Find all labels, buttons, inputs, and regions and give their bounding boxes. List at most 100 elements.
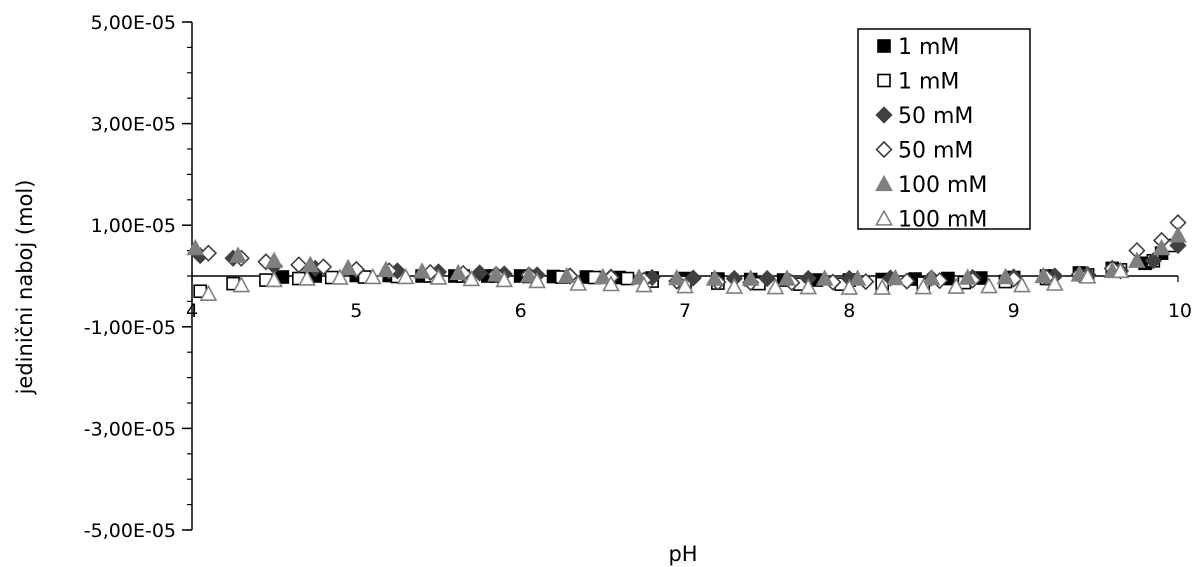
x-tick-label: 6	[515, 300, 527, 322]
data-point	[495, 270, 514, 288]
data-point	[815, 269, 834, 286]
data-point	[914, 277, 933, 295]
data-point	[684, 269, 702, 287]
data-point	[799, 277, 818, 295]
data-point	[778, 269, 796, 286]
data-point	[1045, 274, 1064, 291]
data-point	[1169, 226, 1187, 243]
data-point	[886, 268, 905, 286]
data-point	[290, 256, 308, 274]
data-point	[199, 284, 218, 301]
data-point	[265, 251, 284, 268]
data-point	[265, 270, 284, 288]
data-point	[396, 267, 415, 285]
x-tick-label: 5	[350, 300, 362, 322]
data-point	[725, 277, 744, 294]
y-tick-label: -3,00E-05	[84, 418, 176, 440]
legend-item: 100 mM	[875, 208, 987, 233]
data-point	[229, 246, 247, 263]
legend-label: 100 mM	[898, 208, 987, 233]
data-point	[947, 277, 965, 294]
x-tick-label: 10	[1168, 300, 1192, 322]
data-point	[199, 244, 218, 262]
data-point	[413, 262, 431, 279]
data-point	[996, 267, 1015, 285]
legend-marker	[875, 174, 893, 192]
legend-marker	[875, 140, 893, 159]
data-point	[848, 269, 867, 286]
data-point	[339, 258, 357, 276]
legend-label: 50 mM	[898, 104, 973, 129]
legend-item: 100 mM	[875, 173, 987, 198]
data-point	[1128, 251, 1146, 268]
data-point	[1144, 252, 1162, 270]
legend: 1 mM 1 mM 50 mM 50 mM 100 mM 100 mM	[857, 28, 1031, 233]
data-point	[470, 264, 489, 282]
y-tick-label: 1,00E-05	[91, 215, 176, 237]
legend-label: 100 mM	[898, 173, 987, 198]
data-point	[705, 269, 724, 286]
data-point	[667, 268, 686, 286]
legend-label: 50 mM	[898, 139, 973, 164]
data-point	[766, 277, 785, 295]
data-point	[1034, 266, 1053, 284]
data-point	[873, 278, 892, 295]
series-5	[186, 226, 1187, 286]
data-point	[186, 238, 205, 256]
y-tick-label: -1,00E-05	[84, 317, 176, 339]
data-point	[301, 255, 320, 272]
data-point	[377, 260, 395, 278]
data-point	[840, 278, 859, 295]
y-axis: 5,00E-05 3,00E-05 1,00E-05 -1,00E-05 -3,00E-…	[84, 12, 193, 542]
data-point	[232, 275, 251, 293]
data-point	[298, 269, 316, 286]
data-point	[520, 266, 538, 283]
x-tick-label: 9	[1008, 300, 1020, 322]
data-point	[314, 258, 333, 276]
data-point	[449, 263, 468, 281]
data-point	[1078, 267, 1097, 284]
data-point	[569, 274, 588, 291]
data-point	[922, 268, 941, 286]
legend-marker	[875, 209, 893, 226]
legend-marker	[877, 73, 891, 88]
x-tick-label: 8	[843, 300, 855, 322]
data-point	[758, 269, 776, 288]
y-tick-label: -5,00E-05	[84, 520, 176, 542]
legend-label: 1 mM	[898, 35, 959, 60]
data-point	[602, 274, 620, 292]
x-tick-label: 4	[186, 300, 198, 322]
legend-item: 1 mM	[877, 35, 959, 60]
legend-marker	[875, 106, 893, 124]
data-point	[429, 268, 448, 285]
legend-box	[857, 28, 1031, 230]
data-point	[1152, 238, 1171, 256]
legend-label: 1 mM	[898, 70, 959, 95]
y-tick-label: 3,00E-05	[91, 114, 176, 136]
data-point	[958, 268, 977, 285]
y-tick-label: 5,00E-05	[91, 12, 176, 34]
data-point	[1013, 275, 1031, 293]
series-layer	[186, 214, 1187, 301]
x-axis-title: pH	[668, 542, 697, 566]
series-6	[199, 261, 1130, 301]
legend-item: 1 mM	[877, 70, 959, 95]
data-point	[980, 276, 998, 294]
data-point	[676, 276, 694, 294]
data-point	[635, 275, 653, 293]
data-point	[363, 267, 382, 285]
data-point	[331, 268, 349, 285]
data-point	[487, 265, 505, 282]
data-point	[528, 271, 546, 289]
legend-item: 50 mM	[875, 104, 973, 129]
data-point	[462, 269, 481, 287]
legend-marker	[877, 39, 891, 53]
data-point	[593, 267, 612, 285]
y-axis-title: jedinični naboj (mol)	[13, 180, 37, 396]
data-point	[741, 269, 760, 286]
x-tick-label: 7	[679, 300, 691, 322]
data-point	[557, 266, 576, 284]
data-point	[1111, 261, 1130, 279]
legend-item: 50 mM	[875, 139, 973, 164]
